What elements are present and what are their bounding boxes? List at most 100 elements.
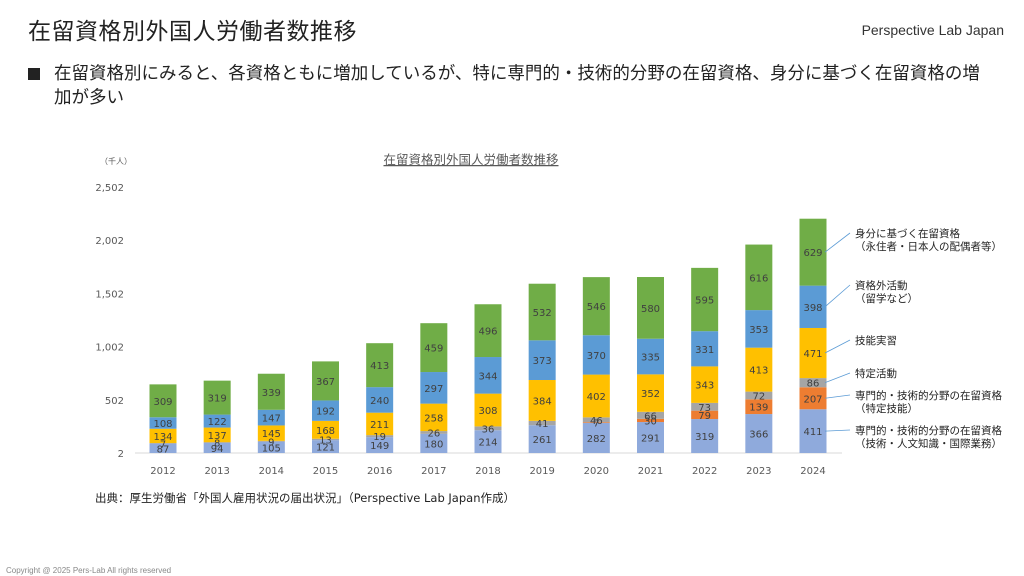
bar-segment	[420, 372, 448, 404]
bar-segment	[637, 418, 664, 423]
data-label: 134	[153, 432, 172, 443]
data-label: 308	[478, 406, 497, 417]
data-label: 73	[698, 403, 711, 414]
bar-segment	[312, 440, 339, 453]
data-label: 139	[749, 403, 768, 414]
bar-segment	[745, 244, 773, 311]
y-tick-label: 2	[118, 449, 124, 460]
bullet-square-icon	[28, 68, 40, 80]
data-label: 147	[262, 414, 281, 425]
bar-segment	[745, 414, 773, 453]
bar-segment	[366, 435, 394, 438]
data-label: 94	[211, 444, 224, 455]
bar-segment	[691, 419, 719, 453]
legend-label: （特定技能）	[855, 402, 918, 415]
bar-segment	[691, 267, 719, 332]
x-tick-label: 2024	[800, 466, 825, 477]
bar-segment	[312, 400, 339, 421]
legend-label: 専門的・技術的分野の在留資格	[855, 424, 1002, 437]
data-label: 26	[427, 428, 440, 439]
bar-segment	[420, 433, 448, 453]
bar-segment	[528, 380, 556, 421]
bar-segment	[528, 340, 556, 381]
data-label: 532	[533, 308, 552, 319]
data-label: 353	[749, 325, 768, 336]
bar-segment	[799, 409, 827, 453]
bar-segment	[691, 410, 719, 420]
bar-segment	[203, 442, 231, 453]
bar-segment	[366, 343, 394, 388]
bar-segment	[799, 327, 827, 379]
bar-segment	[745, 347, 773, 392]
bar-segment	[637, 411, 664, 419]
bar-segment	[149, 417, 177, 429]
data-label: 7	[593, 419, 599, 430]
bar-segment	[582, 417, 610, 423]
x-axis: 2012 2013 2014 2015 2016 2017 2018 2019 2020 2021…	[150, 466, 825, 477]
data-label: 41	[536, 419, 549, 430]
bar-segment	[528, 283, 556, 341]
data-label: 413	[749, 366, 768, 377]
legend-leader-line	[824, 394, 851, 399]
bar-segment	[637, 374, 664, 412]
data-label: 297	[424, 384, 443, 395]
bar-segment	[420, 403, 448, 432]
y-tick-label: 1,002	[95, 343, 124, 354]
bar-segment	[203, 442, 231, 443]
copyright: Copyright @ 2025 Pers-Lab All rights res…	[6, 566, 172, 575]
data-label: 319	[208, 394, 227, 405]
bar-segment	[799, 218, 827, 286]
y-tick-label: 2,002	[95, 236, 124, 247]
bar-segment	[149, 428, 177, 443]
legend-leader-line	[824, 339, 851, 354]
bar-segment	[149, 442, 177, 444]
bar-segment	[474, 393, 502, 427]
data-label: 413	[370, 361, 389, 372]
bar-segment	[582, 277, 610, 336]
data-label: 352	[641, 389, 660, 400]
x-tick-label: 2023	[746, 466, 771, 477]
data-label: 211	[370, 420, 389, 431]
data-label: 36	[482, 424, 495, 435]
bar-segment	[582, 335, 610, 375]
bar-segment	[257, 441, 285, 453]
bar-segment	[257, 409, 285, 426]
bar-segment	[474, 304, 502, 358]
bar-segment	[799, 285, 827, 328]
data-label: 546	[587, 302, 606, 313]
x-tick-label: 2012	[150, 466, 175, 477]
bar-segment	[366, 412, 394, 436]
data-label: 261	[533, 435, 552, 446]
bar-segment	[366, 437, 394, 453]
bar-segment	[420, 323, 448, 373]
data-label: 367	[316, 377, 335, 388]
bar-segment	[474, 357, 502, 394]
bar-segment	[312, 420, 339, 439]
data-label: 79	[698, 411, 711, 422]
bar-segment	[637, 277, 664, 339]
bar-segment	[799, 387, 827, 410]
bar-segment	[203, 414, 231, 428]
bar-segment	[637, 422, 664, 453]
x-tick-label: 2018	[475, 466, 500, 477]
data-label: 282	[587, 434, 606, 445]
bar-segment	[474, 430, 502, 453]
data-label: 373	[533, 356, 552, 367]
bar-segment	[582, 422, 610, 423]
bar-segment	[257, 425, 285, 441]
bar-segment	[745, 310, 773, 348]
bar-segment	[691, 331, 719, 367]
bar-segment	[528, 420, 556, 426]
data-label: 595	[695, 296, 714, 307]
data-label: 411	[803, 427, 822, 438]
data-label: 335	[641, 353, 660, 364]
chart-title: 在留資格別外国人労働者数推移	[383, 152, 558, 167]
bar-segment	[149, 443, 177, 453]
legend-leader-line	[824, 429, 851, 432]
bar-segment	[312, 438, 339, 441]
data-label: 240	[370, 396, 389, 407]
bar-segment	[149, 384, 177, 418]
data-label: 343	[695, 381, 714, 392]
data-label: 291	[641, 434, 660, 445]
